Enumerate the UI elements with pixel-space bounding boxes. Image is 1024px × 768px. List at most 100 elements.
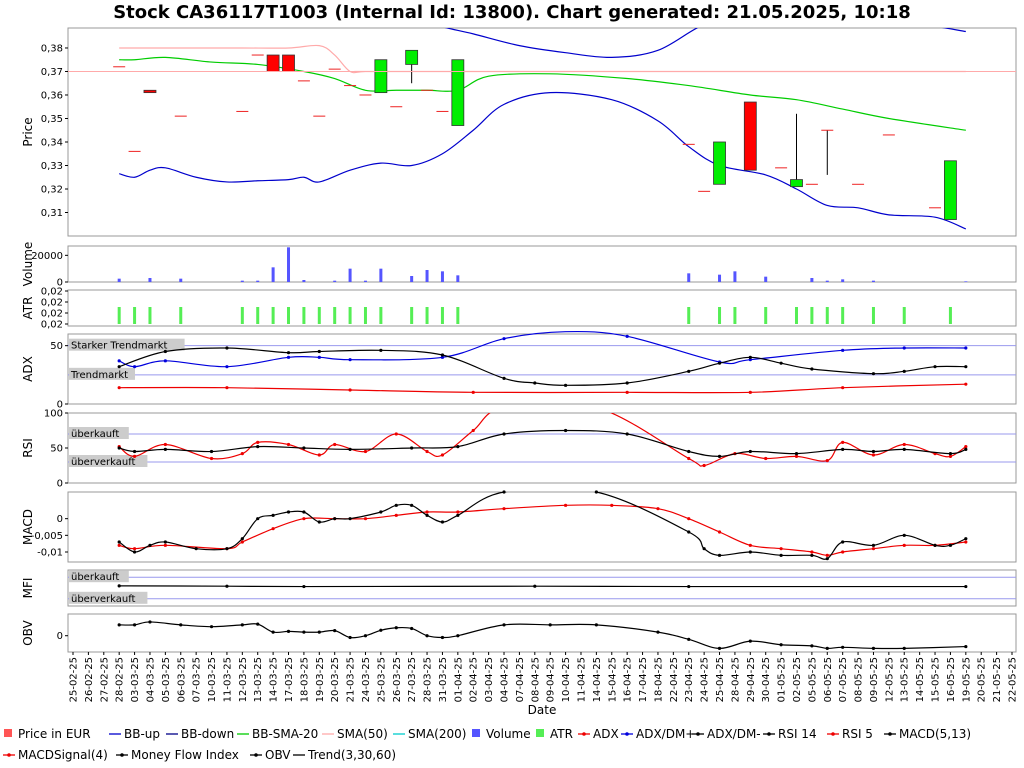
legend-swatch-dot: [582, 732, 586, 736]
dmplus-line-point: [117, 359, 121, 363]
macd-line-point: [225, 547, 229, 551]
volume-bar: [733, 271, 737, 282]
volume-bar: [410, 276, 414, 282]
candle-body: [374, 59, 388, 94]
x-tick-label: 31-03-25: [438, 657, 449, 702]
x-tick-label: 06-03-25: [176, 657, 187, 702]
obv-line-point: [302, 630, 306, 634]
macd-line-point: [902, 533, 906, 537]
obv-line-point: [117, 623, 121, 627]
macd-line-point: [779, 553, 783, 557]
x-tick-label: 11-03-25: [222, 657, 233, 702]
volume-bar: [302, 280, 306, 282]
macd-signal-line-point: [363, 517, 368, 521]
obv-line-point: [148, 620, 152, 624]
legend-swatch: [472, 729, 480, 737]
x-tick-label: 07-04-25: [515, 657, 526, 702]
rsi14-line-point: [502, 432, 506, 436]
dmminus-line: [118, 347, 966, 386]
legend-item: MACDSignal(4): [3, 748, 108, 762]
legend-label: OBV: [265, 748, 291, 762]
obv-line-point: [132, 623, 137, 627]
macd-line-point: [841, 540, 845, 544]
macd-line-point: [117, 540, 121, 544]
rsi-tick-label: 100: [44, 409, 63, 420]
x-tick-label: 13-05-25: [900, 657, 911, 702]
volume-bar: [718, 274, 722, 282]
atr-bar: [333, 307, 337, 324]
rsi14-line-point: [964, 447, 968, 451]
volume-axis-label: Volume: [21, 242, 35, 287]
adx-panel: ADX 50 0 Starker Trendmarkt Trendmarkt: [21, 330, 1017, 411]
legend-item: MACD(5,13): [884, 727, 971, 741]
macd-signal-line-point: [902, 543, 906, 547]
price-tick-label: 0,32: [41, 184, 63, 195]
atr-bar: [810, 307, 814, 324]
legend-label: BB-SMA-20: [252, 727, 318, 741]
candle-body: [790, 179, 803, 188]
macd-line-point: [871, 543, 876, 547]
macd-axis-label: MACD: [21, 509, 35, 545]
price-tick-label: 0,34: [41, 137, 63, 148]
price-axis-label: Price: [21, 117, 35, 146]
x-tick-label: 21-03-25: [346, 657, 357, 702]
adx-tick-label: 0: [57, 400, 63, 411]
legend-item: Money Flow Index: [116, 748, 239, 762]
volume-bar: [810, 278, 814, 282]
x-tick-label: 19-03-25: [315, 657, 326, 702]
mfi-line-point: [687, 584, 691, 589]
rsi14-line-point: [625, 432, 629, 436]
x-tick-label: 12-03-25: [238, 657, 249, 702]
volume-bar: [179, 278, 183, 282]
macd-line-point: [933, 543, 937, 547]
x-tick-label: 09-05-25: [869, 657, 880, 702]
x-tick-label: 22-05-25: [1008, 657, 1019, 702]
price-tick-label: 0,37: [41, 67, 63, 78]
atr-bar: [256, 307, 260, 324]
dmminus-line-point: [871, 372, 876, 376]
obv-line-point: [240, 623, 244, 627]
atr-bar: [363, 307, 367, 324]
rsi-band-label-bg: [69, 455, 148, 467]
x-tick-label: 11-04-25: [576, 657, 587, 702]
obv-line-point: [871, 646, 876, 650]
x-tick-label: 15-04-25: [607, 657, 618, 702]
rsi5-line-point: [317, 453, 321, 457]
dmplus-line-point: [841, 348, 845, 352]
volume-bar: [348, 268, 352, 282]
x-tick-label: 18-04-25: [653, 657, 664, 702]
volume-frame: [67, 245, 1017, 283]
dmplus-line: [118, 330, 966, 368]
rsi5-line-point: [363, 449, 368, 454]
x-tick-label: 01-05-25: [777, 657, 788, 702]
legend-swatch-dot: [120, 753, 124, 757]
dmplus-line-point: [440, 355, 445, 359]
obv-tick-label: 0: [57, 631, 63, 642]
mfi-line-point: [117, 584, 121, 588]
dmplus-line-point: [902, 346, 906, 350]
x-tick-label: 04-04-25: [500, 657, 511, 702]
mfi-axis-label: MFI: [21, 578, 35, 599]
dmplus-line-point: [625, 334, 629, 338]
macd-line-point: [748, 550, 752, 554]
macd-tick-label: 0: [57, 514, 63, 525]
atr-frame: [67, 289, 1017, 327]
x-tick-label: 12-05-25: [884, 657, 895, 702]
rsi14-line-point: [132, 449, 137, 454]
rsi-band-label: überverkauft: [71, 457, 136, 468]
macd-line-point: [456, 513, 460, 517]
rsi5-line-point: [948, 454, 953, 458]
atr-tick-label: 0,02: [41, 287, 63, 298]
mfi-band-label: überkauft: [71, 572, 119, 583]
bb-sma-line: [119, 56, 966, 131]
bb-down-line: [119, 91, 967, 230]
rsi14-line-point: [456, 445, 460, 449]
rsi14-line-point: [302, 446, 306, 450]
atr-bar: [825, 307, 829, 324]
x-tick-label: 03-03-25: [130, 657, 141, 702]
rsi5-line: [118, 413, 967, 467]
rsi5-line-point: [764, 456, 768, 461]
obv-line-point: [271, 630, 275, 634]
rsi-band-label-bg: [69, 427, 129, 439]
adx-band-label: Starker Trendmarkt: [71, 341, 168, 352]
